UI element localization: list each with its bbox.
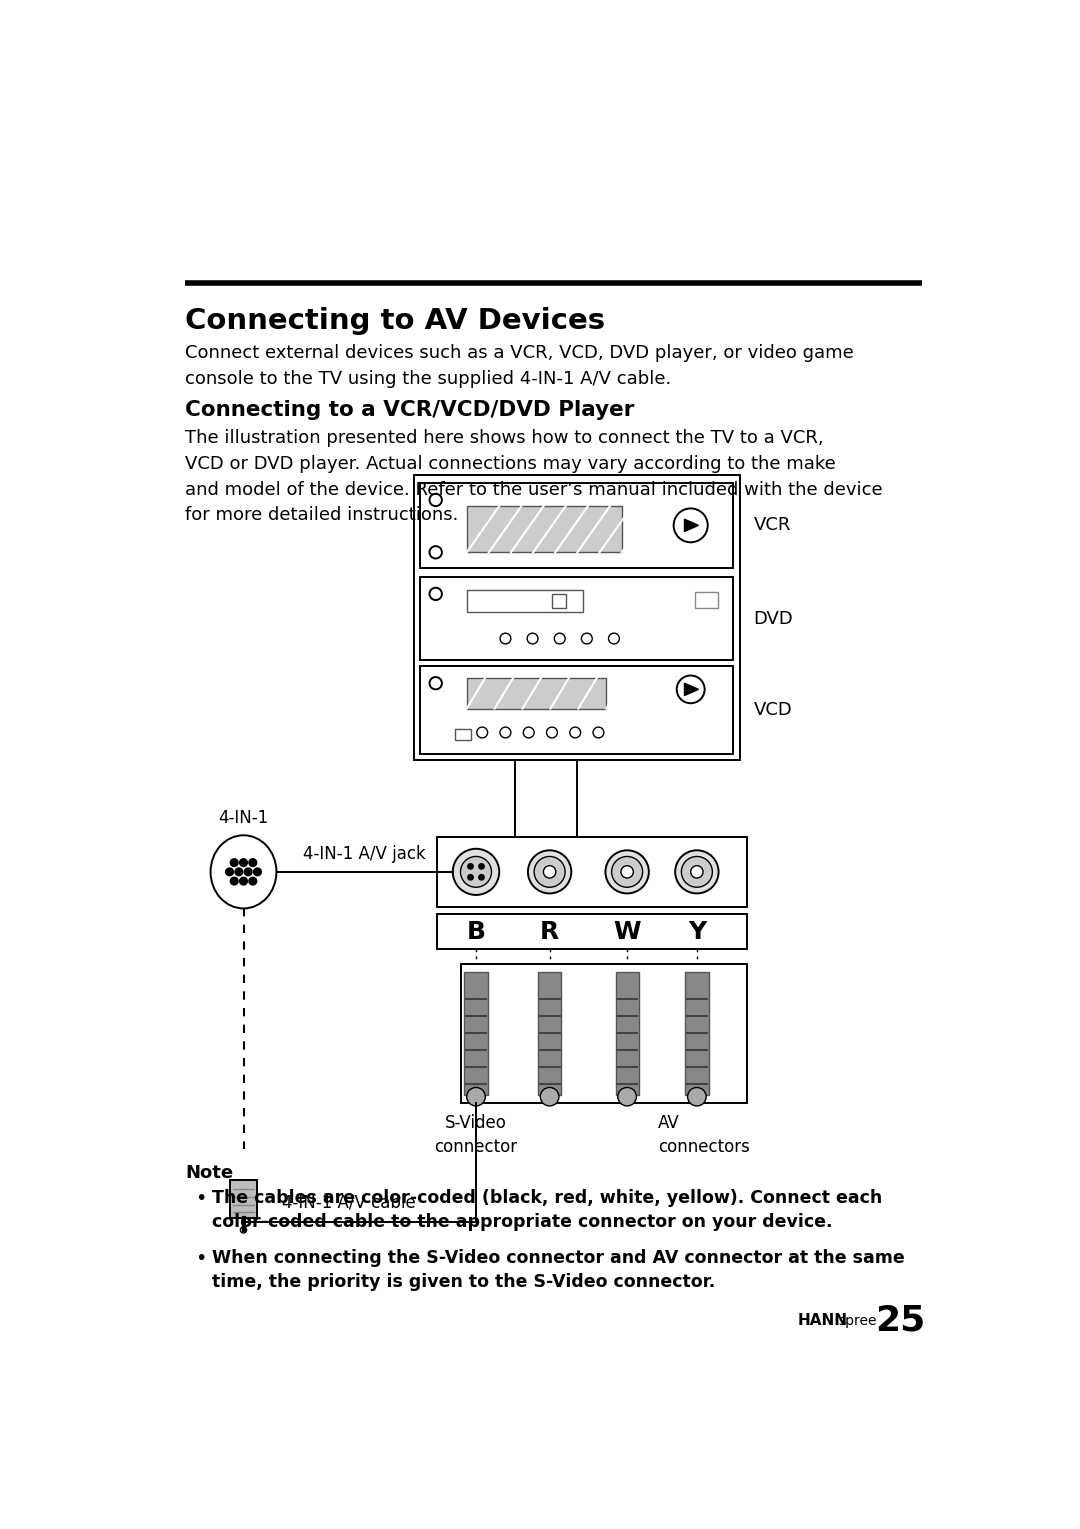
Bar — [437, 838, 747, 907]
Circle shape — [240, 859, 247, 867]
Text: Note: Note — [186, 1165, 233, 1182]
Circle shape — [241, 1226, 246, 1232]
Circle shape — [528, 850, 571, 893]
Text: Y: Y — [688, 920, 706, 943]
Bar — [467, 506, 622, 552]
Bar — [420, 576, 733, 661]
Text: •: • — [195, 1249, 207, 1268]
Circle shape — [500, 633, 511, 644]
Circle shape — [554, 633, 565, 644]
Polygon shape — [685, 520, 699, 532]
Circle shape — [543, 865, 556, 878]
Circle shape — [467, 1087, 485, 1105]
Text: W: W — [613, 920, 640, 943]
Circle shape — [675, 850, 718, 893]
Text: Connect external devices such as a VCR, VCD, DVD player, or video game
console t: Connect external devices such as a VCR, … — [186, 344, 854, 388]
Bar — [437, 914, 747, 950]
Bar — [420, 667, 733, 754]
Text: 25: 25 — [875, 1304, 926, 1338]
Circle shape — [240, 878, 247, 885]
Text: 4-IN-1: 4-IN-1 — [218, 809, 269, 827]
Text: DVD: DVD — [754, 610, 793, 627]
Circle shape — [226, 868, 233, 876]
Text: •: • — [195, 1190, 207, 1208]
Circle shape — [244, 868, 252, 876]
Circle shape — [677, 676, 704, 703]
Circle shape — [527, 633, 538, 644]
Text: The illustration presented here shows how to connect the TV to a VCR,
VCD or DVD: The illustration presented here shows ho… — [186, 430, 883, 524]
Text: R: R — [540, 920, 559, 943]
Text: AV
connectors: AV connectors — [658, 1115, 750, 1156]
Bar — [467, 677, 606, 708]
Circle shape — [500, 728, 511, 739]
Bar — [460, 965, 747, 1102]
Circle shape — [235, 868, 243, 876]
Circle shape — [681, 856, 713, 887]
Circle shape — [430, 677, 442, 690]
Text: VCD: VCD — [754, 702, 793, 719]
Circle shape — [593, 728, 604, 739]
Circle shape — [478, 864, 484, 868]
Circle shape — [453, 849, 499, 894]
Circle shape — [535, 856, 565, 887]
Text: Connecting to AV Devices: Connecting to AV Devices — [186, 307, 606, 335]
Text: 4-IN-1 A/V cable: 4-IN-1 A/V cable — [282, 1194, 416, 1212]
Bar — [455, 729, 471, 740]
Circle shape — [230, 878, 238, 885]
Bar — [685, 972, 708, 1095]
Text: Connecting to a VCR/VCD/DVD Player: Connecting to a VCR/VCD/DVD Player — [186, 401, 635, 420]
Circle shape — [476, 728, 488, 739]
Circle shape — [606, 850, 649, 893]
Polygon shape — [685, 683, 699, 696]
Circle shape — [570, 728, 581, 739]
Circle shape — [248, 859, 257, 867]
Circle shape — [430, 587, 442, 599]
Circle shape — [468, 864, 473, 868]
Bar — [414, 476, 740, 760]
Circle shape — [581, 633, 592, 644]
Bar — [230, 1180, 257, 1219]
Circle shape — [430, 546, 442, 558]
Bar — [616, 972, 638, 1095]
Circle shape — [674, 509, 707, 543]
Bar — [538, 972, 562, 1095]
Bar — [467, 590, 583, 612]
Text: S-Video
connector: S-Video connector — [434, 1115, 517, 1156]
Bar — [694, 592, 718, 607]
Text: HANN: HANN — [798, 1313, 848, 1329]
Text: The cables are color-coded (black, red, white, yellow). Connect each
color-coded: The cables are color-coded (black, red, … — [213, 1190, 882, 1231]
Circle shape — [254, 868, 261, 876]
Text: When connecting the S-Video connector and AV connector at the same
time, the pri: When connecting the S-Video connector an… — [213, 1249, 905, 1292]
Circle shape — [430, 494, 442, 506]
Bar — [420, 483, 733, 567]
Circle shape — [688, 1087, 706, 1105]
Text: VCR: VCR — [754, 517, 791, 534]
Bar — [464, 972, 488, 1095]
Text: 4-IN-1 A/V jack: 4-IN-1 A/V jack — [303, 844, 427, 862]
Text: spree: spree — [839, 1313, 877, 1327]
Circle shape — [460, 856, 491, 887]
Circle shape — [540, 1087, 559, 1105]
Circle shape — [621, 865, 633, 878]
Bar — [552, 593, 566, 607]
Circle shape — [468, 875, 473, 881]
Circle shape — [618, 1087, 636, 1105]
Circle shape — [524, 728, 535, 739]
Circle shape — [611, 856, 643, 887]
Circle shape — [230, 859, 238, 867]
Circle shape — [691, 865, 703, 878]
Text: B: B — [467, 920, 486, 943]
Circle shape — [478, 875, 484, 881]
Ellipse shape — [211, 835, 276, 908]
Circle shape — [608, 633, 619, 644]
Circle shape — [546, 728, 557, 739]
Circle shape — [248, 878, 257, 885]
